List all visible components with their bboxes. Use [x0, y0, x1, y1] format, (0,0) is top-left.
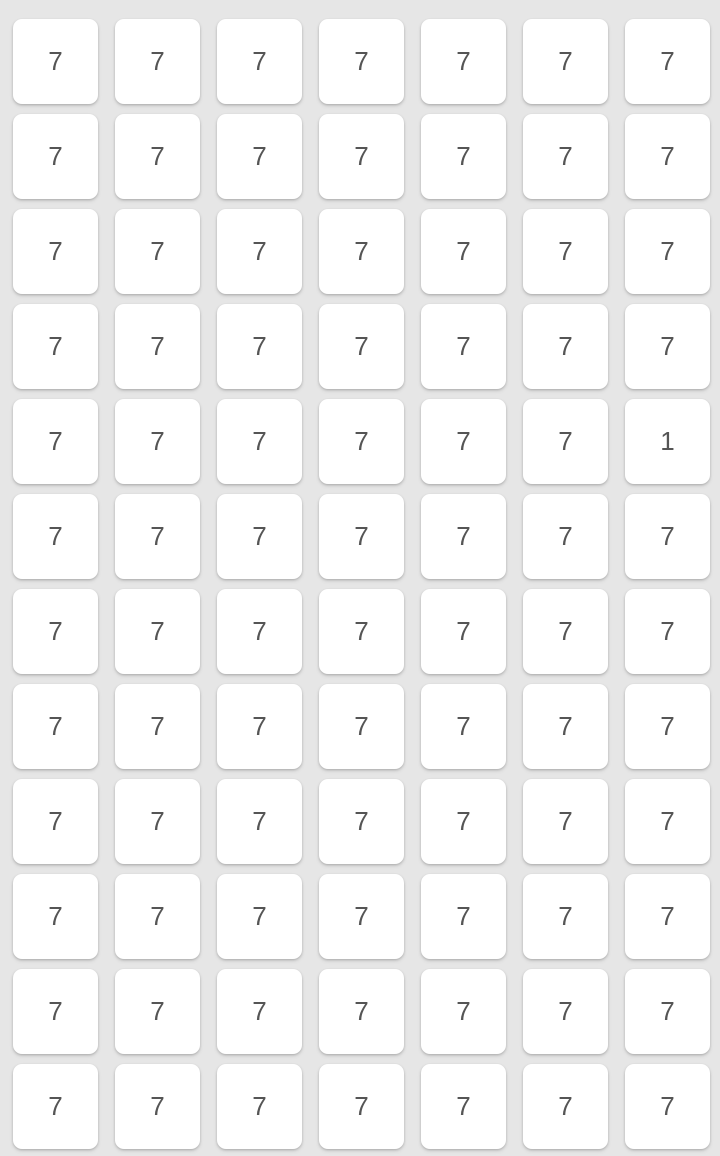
number-tile[interactable]: 7 [13, 1064, 98, 1149]
number-tile[interactable]: 7 [217, 969, 302, 1054]
number-tile[interactable]: 7 [319, 209, 404, 294]
number-tile[interactable]: 7 [421, 494, 506, 579]
number-tile[interactable]: 7 [421, 19, 506, 104]
number-tile[interactable]: 7 [217, 684, 302, 769]
number-tile[interactable]: 7 [115, 969, 200, 1054]
number-tile[interactable]: 7 [115, 589, 200, 674]
number-tile[interactable]: 7 [625, 589, 710, 674]
number-tile[interactable]: 7 [13, 494, 98, 579]
number-tile[interactable]: 7 [421, 304, 506, 389]
number-tile[interactable]: 7 [13, 874, 98, 959]
number-tile[interactable]: 7 [523, 19, 608, 104]
number-tile[interactable]: 7 [625, 494, 710, 579]
number-tile[interactable]: 7 [13, 779, 98, 864]
number-tile[interactable]: 7 [217, 1064, 302, 1149]
number-tile[interactable]: 7 [625, 779, 710, 864]
number-tile[interactable]: 7 [421, 114, 506, 199]
number-tile[interactable]: 7 [319, 684, 404, 769]
number-tile[interactable]: 7 [217, 779, 302, 864]
number-tile[interactable]: 7 [217, 589, 302, 674]
number-tile[interactable]: 7 [115, 684, 200, 769]
number-tile[interactable]: 7 [217, 304, 302, 389]
number-tile[interactable]: 7 [13, 589, 98, 674]
number-tile[interactable]: 7 [625, 114, 710, 199]
number-tile[interactable]: 7 [115, 494, 200, 579]
number-tile[interactable]: 7 [523, 589, 608, 674]
number-tile[interactable]: 7 [115, 779, 200, 864]
number-tile[interactable]: 7 [523, 209, 608, 294]
number-tile[interactable]: 7 [217, 494, 302, 579]
number-tile[interactable]: 7 [319, 589, 404, 674]
number-tile[interactable]: 7 [115, 304, 200, 389]
number-tile[interactable]: 7 [217, 114, 302, 199]
number-tile[interactable]: 7 [13, 399, 98, 484]
number-tile[interactable]: 7 [115, 1064, 200, 1149]
number-tile[interactable]: 7 [523, 114, 608, 199]
number-tile[interactable]: 7 [523, 1064, 608, 1149]
number-tile[interactable]: 7 [421, 684, 506, 769]
number-tile[interactable]: 7 [625, 874, 710, 959]
number-tile[interactable]: 7 [13, 969, 98, 1054]
number-tile[interactable]: 7 [319, 969, 404, 1054]
number-tile[interactable]: 7 [13, 209, 98, 294]
number-tile[interactable]: 7 [421, 874, 506, 959]
number-tile[interactable]: 7 [421, 209, 506, 294]
number-tile[interactable]: 7 [319, 874, 404, 959]
number-tile[interactable]: 7 [115, 399, 200, 484]
number-tile[interactable]: 7 [523, 779, 608, 864]
number-tile[interactable]: 7 [319, 19, 404, 104]
number-tile[interactable]: 7 [523, 684, 608, 769]
number-tile[interactable]: 7 [421, 969, 506, 1054]
number-tile[interactable]: 7 [217, 399, 302, 484]
number-tile[interactable]: 7 [217, 874, 302, 959]
number-tile[interactable]: 7 [523, 494, 608, 579]
number-tile[interactable]: 7 [625, 969, 710, 1054]
number-tile[interactable]: 7 [115, 114, 200, 199]
number-tile[interactable]: 7 [319, 779, 404, 864]
number-tile[interactable]: 7 [421, 399, 506, 484]
number-tile[interactable]: 7 [319, 399, 404, 484]
number-tile[interactable]: 7 [115, 874, 200, 959]
number-tile[interactable]: 7 [217, 19, 302, 104]
number-tile[interactable]: 7 [625, 684, 710, 769]
number-tile[interactable]: 7 [115, 209, 200, 294]
number-tile[interactable]: 7 [421, 1064, 506, 1149]
number-tile[interactable]: 7 [421, 779, 506, 864]
number-tile[interactable]: 7 [625, 304, 710, 389]
number-tile[interactable]: 7 [319, 494, 404, 579]
number-tile[interactable]: 7 [625, 1064, 710, 1149]
number-tile[interactable]: 7 [115, 19, 200, 104]
number-tile[interactable]: 7 [13, 114, 98, 199]
number-tile[interactable]: 7 [13, 304, 98, 389]
number-tile[interactable]: 7 [523, 304, 608, 389]
number-tile[interactable]: 7 [319, 114, 404, 199]
number-tile[interactable]: 7 [523, 399, 608, 484]
number-tile[interactable]: 7 [523, 969, 608, 1054]
number-tile[interactable]: 1 [625, 399, 710, 484]
number-tile[interactable]: 7 [319, 1064, 404, 1149]
number-tile[interactable]: 7 [421, 589, 506, 674]
number-tile[interactable]: 7 [217, 209, 302, 294]
number-tile[interactable]: 7 [523, 874, 608, 959]
number-tile[interactable]: 7 [625, 209, 710, 294]
number-tile[interactable]: 7 [13, 19, 98, 104]
number-tile[interactable]: 7 [319, 304, 404, 389]
number-tile[interactable]: 7 [13, 684, 98, 769]
number-tile[interactable]: 7 [625, 19, 710, 104]
